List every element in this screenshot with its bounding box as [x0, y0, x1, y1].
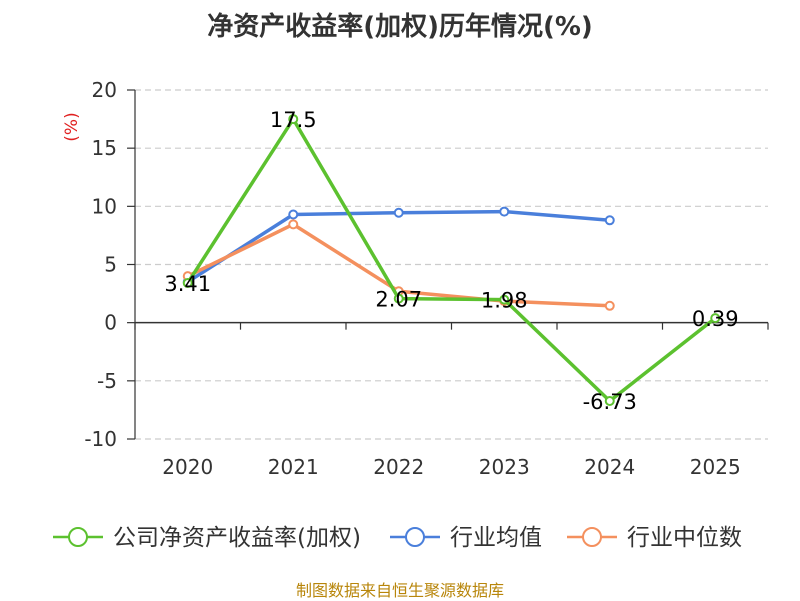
legend-label: 行业中位数 [627, 525, 742, 551]
data-label: 2.07 [375, 288, 422, 312]
legend-swatch-marker [68, 527, 88, 547]
legend-swatch-marker [405, 527, 425, 547]
legend-swatch-marker [582, 527, 602, 547]
y-tick-label: 0 [104, 311, 117, 335]
legend[interactable]: 公司净资产收益率(加权) 行业均值 行业中位数 [53, 525, 742, 551]
x-tick-label: 2021 [268, 455, 319, 479]
x-tick-labels: 2020 2021 2022 2023 2024 2025 [162, 455, 740, 479]
legend-item[interactable]: 行业中位数 [567, 525, 742, 551]
series-line [186, 117, 717, 403]
y-tick-label: 5 [104, 253, 117, 277]
y-tick-label: -10 [84, 427, 117, 451]
series-point [288, 114, 299, 125]
series-point [288, 209, 299, 220]
x-tick-label: 2023 [479, 455, 530, 479]
series-point [288, 219, 299, 230]
series-point [393, 293, 404, 304]
legend-label: 公司净资产收益率(加权) [113, 525, 361, 551]
y-tick-label: 10 [92, 194, 117, 218]
series-layer [182, 114, 721, 406]
series-point [604, 215, 615, 226]
legend-item[interactable]: 行业均值 [390, 525, 542, 551]
x-tick-label: 2022 [373, 455, 424, 479]
source-note: 制图数据来自恒生聚源数据库 [295, 581, 504, 600]
series-point [710, 313, 721, 324]
y-axis-label: (%) [62, 112, 82, 141]
series-point [499, 294, 510, 305]
series-point [393, 207, 404, 218]
y-tick-label: -5 [97, 369, 117, 393]
legend-item[interactable]: 公司净资产收益率(加权) [53, 525, 361, 551]
data-label: -6.73 [583, 390, 637, 414]
data-label: 17.5 [270, 108, 317, 132]
grid-lines [135, 89, 768, 440]
x-tick-label: 2020 [162, 455, 213, 479]
data-labels: 3.41 17.5 2.07 1.98 -6.73 0.39 [164, 108, 738, 414]
series-point [604, 395, 615, 406]
axes [127, 89, 769, 440]
y-tick-labels: -10 -5 0 5 10 15 20 [84, 78, 117, 451]
x-tick-label: 2025 [690, 455, 741, 479]
y-tick-label: 20 [92, 78, 117, 102]
chart-title: 净资产收益率(加权)历年情况(%) [207, 12, 593, 42]
data-label: 1.98 [481, 289, 528, 313]
data-label: 0.39 [692, 307, 739, 331]
legend-label: 行业均值 [450, 525, 542, 551]
series-point [604, 300, 615, 311]
x-tick-label: 2024 [584, 455, 635, 479]
series-point [499, 206, 510, 217]
series-point [182, 277, 193, 288]
y-tick-label: 15 [92, 136, 117, 160]
data-label: 3.41 [164, 272, 211, 296]
